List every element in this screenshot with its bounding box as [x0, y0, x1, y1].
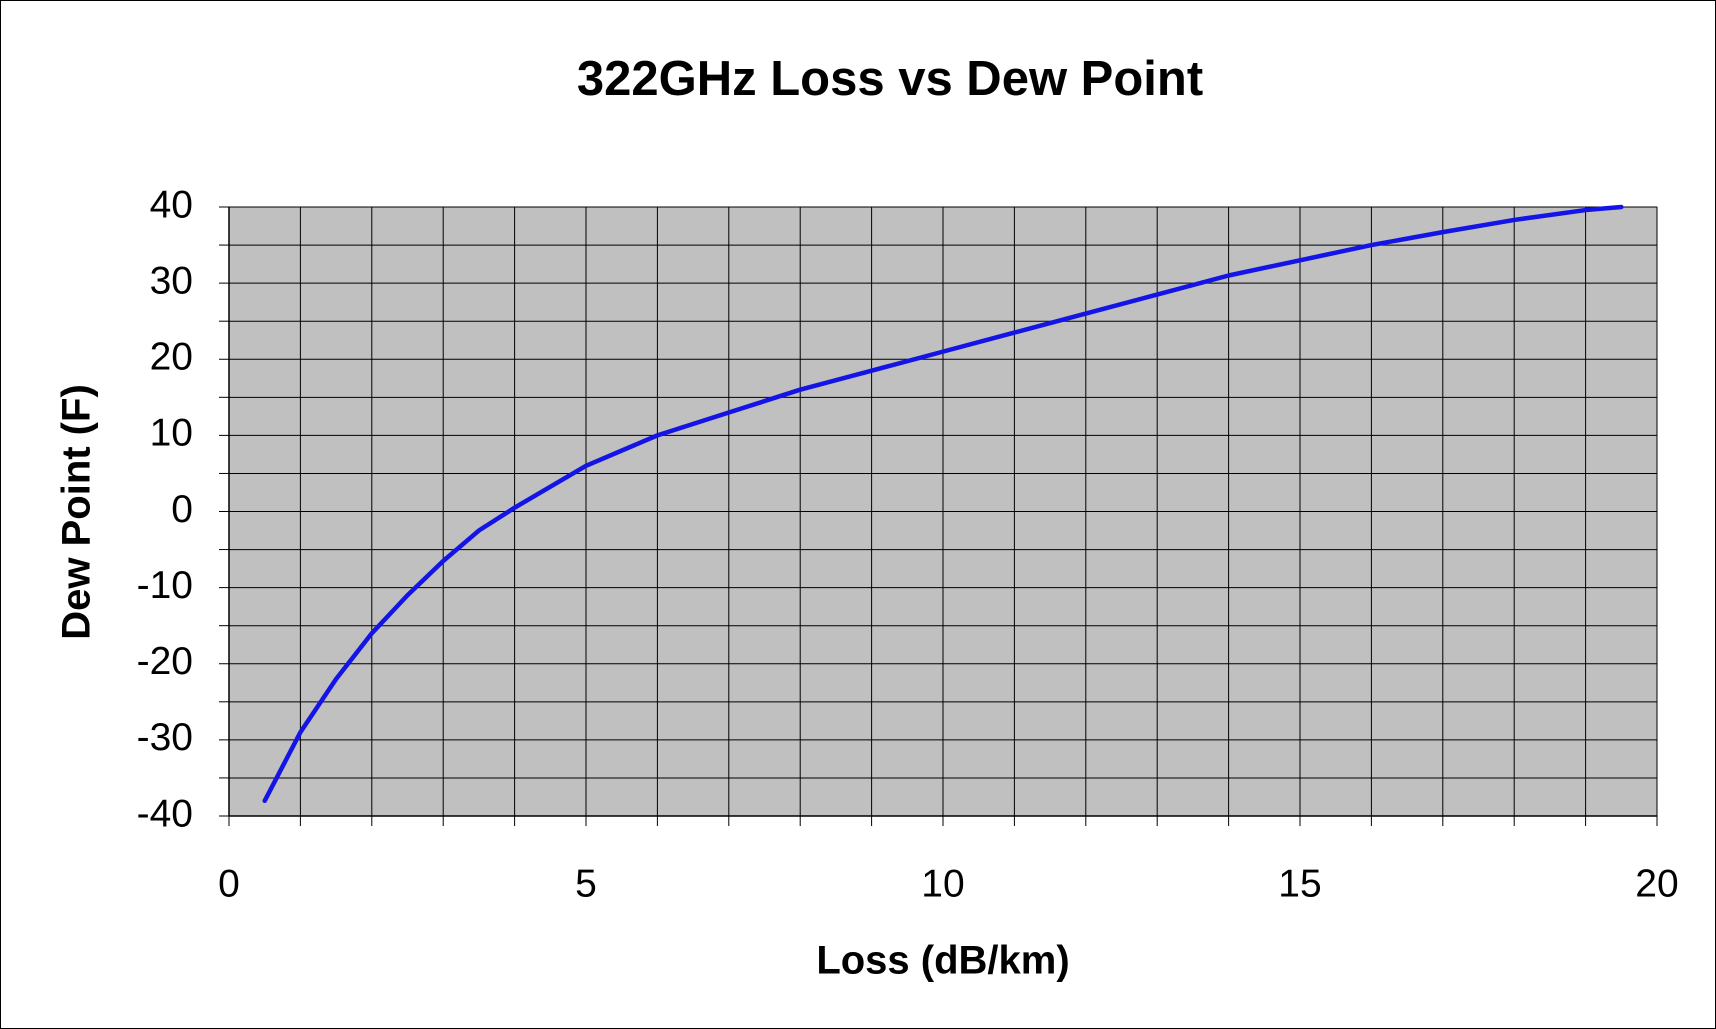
chart-title: 322GHz Loss vs Dew Point	[577, 52, 1203, 106]
data-line	[262, 204, 1624, 804]
y-tick-label: 30	[150, 259, 193, 302]
y-tick-label: -10	[137, 564, 193, 607]
x-tick-label: 15	[1278, 862, 1321, 905]
y-tick-label: -20	[137, 640, 193, 683]
x-tick-label: 0	[218, 862, 240, 905]
y-tick-label: 0	[171, 488, 193, 531]
x-tick-label: 5	[575, 862, 597, 905]
x-tick-label: 10	[921, 862, 964, 905]
y-tick-label: 10	[150, 412, 193, 455]
y-tick-label: 40	[150, 183, 193, 226]
y-tick-label: -40	[137, 792, 193, 835]
y-tick-label: 20	[150, 336, 193, 379]
x-tick-label: 20	[1635, 862, 1678, 905]
x-axis-label: Loss (dB/km)	[816, 939, 1069, 983]
y-axis-label: Dew Point (F)	[55, 384, 99, 640]
y-tick-label: -30	[137, 716, 193, 759]
